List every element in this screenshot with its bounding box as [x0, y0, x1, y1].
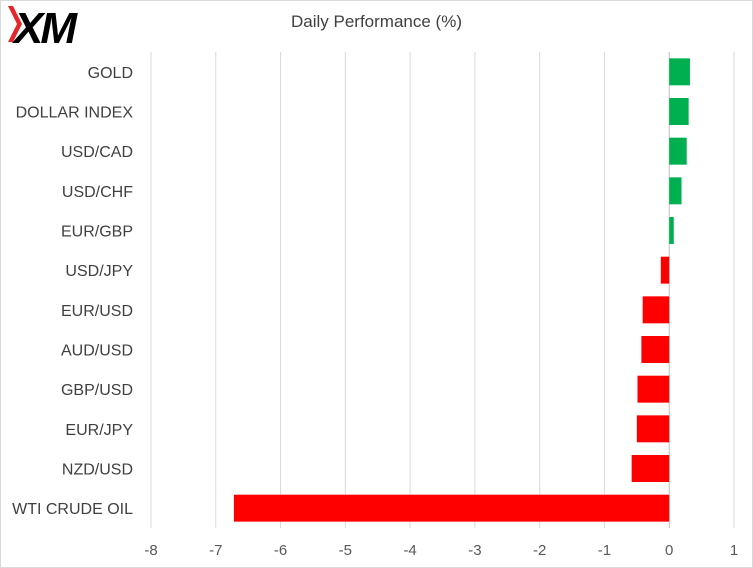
- category-label: EUR/JPY: [65, 422, 133, 439]
- logo-wordmark: XM: [11, 4, 78, 46]
- x-tick-label: -5: [339, 542, 352, 559]
- bar: [642, 296, 670, 324]
- x-tick-label: -3: [468, 542, 481, 559]
- x-tick-label: -1: [598, 542, 611, 559]
- x-tick-label: -7: [209, 542, 222, 559]
- category-label: WTI CRUDE OIL: [12, 501, 133, 518]
- bar: [669, 217, 674, 244]
- category-label: NZD/USD: [62, 462, 133, 479]
- x-tick-label: -6: [274, 542, 287, 559]
- bar: [669, 98, 689, 125]
- bar: [233, 494, 670, 522]
- logo-accent-mark: [8, 6, 22, 42]
- category-labels: GOLD DOLLAR INDEX USD/CAD USD/CHF EUR/GBP USD…: [12, 65, 133, 518]
- category-label: GOLD: [88, 65, 133, 82]
- x-tick-label: -2: [533, 542, 546, 559]
- category-label: EUR/USD: [61, 303, 133, 320]
- category-label: AUD/USD: [61, 343, 133, 360]
- bar: [631, 455, 670, 482]
- bar: [641, 336, 670, 363]
- category-label: DOLLAR INDEX: [16, 105, 134, 122]
- x-tick-label: -4: [403, 542, 416, 559]
- x-axis-tick-labels: -8 -7 -6 -5 -4 -3 -2 -1 0 1: [144, 542, 738, 559]
- category-label: USD/JPY: [65, 263, 133, 280]
- xm-logo: XM: [8, 4, 81, 46]
- bars: [233, 58, 690, 522]
- gridlines: [150, 52, 735, 528]
- chart-title: Daily Performance (%): [291, 12, 462, 31]
- x-tick-label: 0: [665, 542, 673, 559]
- category-label: EUR/GBP: [61, 224, 133, 241]
- bar: [660, 256, 670, 284]
- bar: [669, 137, 687, 165]
- category-label: USD/CHF: [62, 184, 133, 201]
- x-tick-label: -8: [144, 542, 157, 559]
- bar: [637, 375, 670, 403]
- category-label: USD/CAD: [61, 144, 133, 161]
- category-label: GBP/USD: [61, 382, 133, 399]
- bar: [636, 415, 670, 443]
- x-tick-label: 1: [730, 542, 738, 559]
- bar: [669, 58, 690, 86]
- bar: [669, 177, 682, 205]
